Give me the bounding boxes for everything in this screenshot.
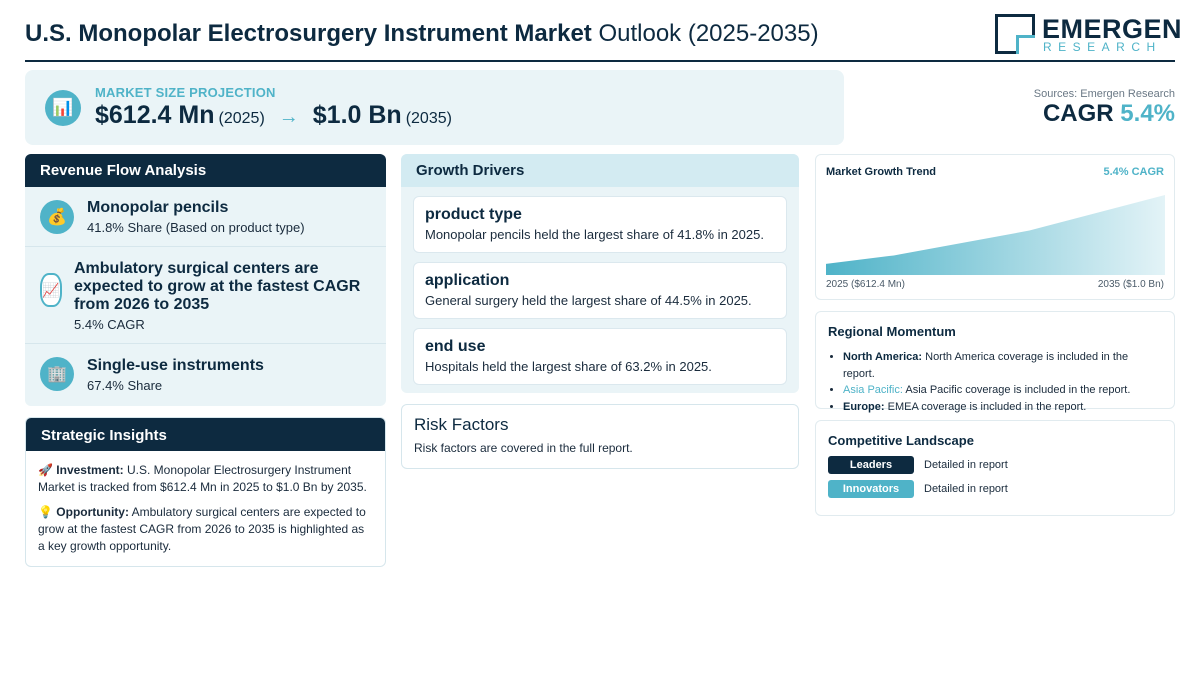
competitive-row: Innovators Detailed in report [828,480,1162,498]
end-year: (2035) [405,110,452,127]
cagr-label: CAGR [1042,100,1114,127]
trend-start-label: 2025 ($612.4 Mn) [826,279,905,290]
logo-mark-icon [995,14,1035,54]
region-text: Asia Pacific coverage is included in the… [905,384,1131,396]
revenue-flow-heading: Revenue Flow Analysis [25,154,386,187]
lightbulb-icon: 💡 [38,505,53,519]
growth-drivers-panel: Growth Drivers product type Monopolar pe… [401,154,799,393]
region-name: North America: [843,351,923,363]
market-size-values: $612.4 Mn (2025) → $1.0 Bn (2035) [95,101,452,130]
trend-heading: Market Growth Trend [826,166,937,178]
trend-end-label: 2035 ($1.0 Bn) [1097,279,1164,290]
driver-text: Hospitals held the largest share of 63.2… [425,359,712,374]
bar-chart-icon: 📊 [45,90,81,126]
growth-drivers-heading: Growth Drivers [401,154,799,187]
competitive-row-text: Detailed in report [924,483,1008,495]
regional-momentum-panel: Regional Momentum North America: North A… [815,311,1175,413]
trend-area [826,195,1165,275]
emergen-logo: EMERGEN RESEARCH [995,14,1182,56]
driver-title: application [425,272,510,289]
market-size-label: MARKET SIZE PROJECTION [95,85,276,100]
region-name: Asia Pacific: [843,384,903,396]
revenue-item: 📈 Ambulatory surgical centers are expect… [25,247,386,344]
opportunity-text: Ambulatory surgical centers are expected… [38,505,366,553]
trend-cagr: 5.4% CAGR [1103,166,1164,178]
driver-card: end use Hospitals held the largest share… [413,328,787,385]
driver-text: Monopolar pencils held the largest share… [425,227,764,242]
strategic-insights-heading: Strategic Insights [26,418,385,451]
region-name: Europe: [843,400,885,413]
driver-title: end use [425,338,486,355]
region-list: North America: North America coverage is… [828,349,1162,415]
competitive-landscape-panel: Competitive Landscape Leaders Detailed i… [815,420,1175,516]
risk-factors-heading: Risk Factors [414,415,509,434]
revenue-item: 💰 Monopolar pencils 41.8% Share (Based o… [25,187,386,247]
sources-text: Sources: Emergen Research [1033,88,1175,100]
end-value: $1.0 Bn [312,101,402,129]
revenue-item-title: Monopolar pencils [87,199,229,216]
innovators-badge: Innovators [828,480,914,498]
revenue-item: 🏢 Single-use instruments 67.4% Share [25,344,386,406]
revenue-item-title: Ambulatory surgical centers are expected… [74,260,361,313]
investment-insight: 🚀 Investment: U.S. Monopolar Electrosurg… [26,462,385,496]
logo-sub-text: RESEARCH [1043,40,1162,54]
investment-label: Investment: [56,463,124,477]
revenue-flow-panel: Revenue Flow Analysis 💰 Monopolar pencil… [25,154,386,406]
regional-momentum-heading: Regional Momentum [828,324,956,339]
driver-title: product type [425,206,522,223]
market-growth-trend-panel: Market Growth Trend 5.4% CAGR 2025 ($612… [815,154,1175,300]
page-title-bold: U.S. Monopolar Electrosurgery Instrument… [25,20,592,47]
competitive-row-text: Detailed in report [924,459,1008,471]
growth-area-chart [826,195,1165,275]
page-title: U.S. Monopolar Electrosurgery Instrument… [25,20,819,48]
investment-text: U.S. Monopolar Electrosurgery Instrument… [38,463,367,494]
cagr-value: 5.4% [1120,100,1175,127]
revenue-item-sub: 5.4% CAGR [74,317,145,332]
risk-factors-text: Risk factors are covered in the full rep… [414,441,633,455]
driver-card: application General surgery held the lar… [413,262,787,319]
market-size-banner: 📊 MARKET SIZE PROJECTION $612.4 Mn (2025)… [25,70,844,145]
driver-card: product type Monopolar pencils held the … [413,196,787,253]
opportunity-insight: 💡 Opportunity: Ambulatory surgical cente… [26,504,385,555]
risk-factors-panel: Risk Factors Risk factors are covered in… [401,404,799,469]
start-value: $612.4 Mn [95,101,215,129]
logo-main-text: EMERGEN [1042,14,1183,44]
competitive-landscape-heading: Competitive Landscape [828,433,974,448]
cagr-summary: CAGR 5.4% [1043,100,1175,128]
region-text: North America coverage is included in th… [843,351,1129,380]
list-item: Europe: EMEA coverage is included in the… [843,399,1162,416]
strategic-insights-panel: Strategic Insights 🚀 Investment: U.S. Mo… [25,417,386,567]
opportunity-label: Opportunity: [56,505,129,519]
money-bag-icon: 💰 [40,200,74,234]
revenue-item-sub: 67.4% Share [87,378,163,393]
revenue-item-sub: 41.8% Share (Based on product type) [87,220,305,235]
page-title-light: Outlook (2025-2035) [598,20,819,47]
header: U.S. Monopolar Electrosurgery Instrument… [25,14,1182,62]
competitive-row: Leaders Detailed in report [828,456,1162,474]
revenue-item-title: Single-use instruments [87,357,264,374]
trend-up-icon: 📈 [40,273,62,307]
building-icon: 🏢 [40,357,74,391]
leaders-badge: Leaders [828,456,914,474]
driver-text: General surgery held the largest share o… [425,293,752,308]
list-item: North America: North America coverage is… [843,349,1162,382]
rocket-icon: 🚀 [38,463,53,477]
start-year: (2025) [218,110,265,127]
arrow-right-icon: → [278,106,299,128]
list-item: Asia Pacific: Asia Pacific coverage is i… [843,382,1162,399]
region-text: EMEA coverage is included in the report. [887,400,1087,413]
